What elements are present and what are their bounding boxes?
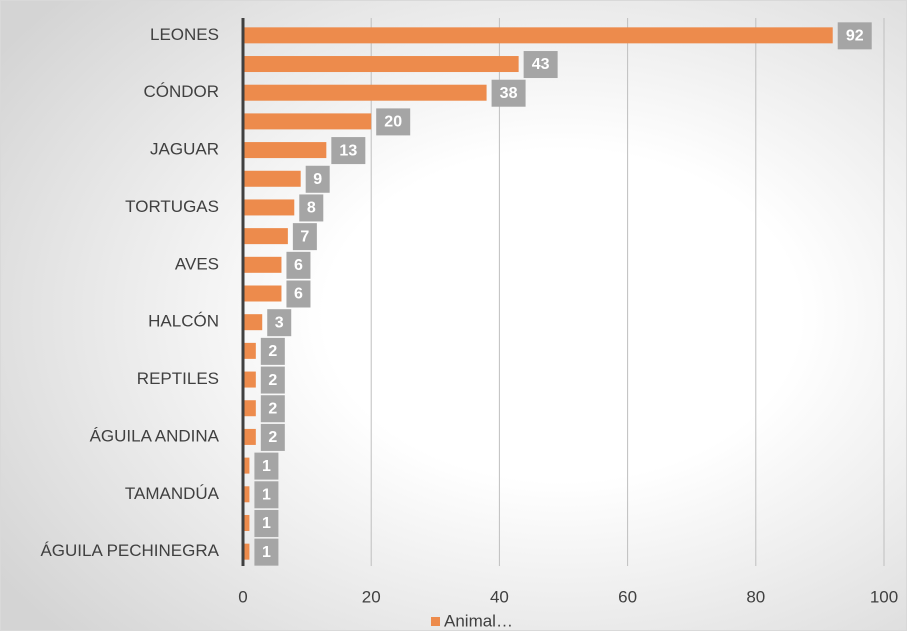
bar [243,371,256,388]
data-label-box [376,108,411,136]
bar [243,113,372,130]
data-label-box [331,137,366,165]
data-label-box [254,509,279,537]
y-tick-label: ÁGUILA PECHINEGRA [40,541,219,560]
x-tick-label: 60 [618,587,637,606]
bar [243,400,256,417]
data-label-box [299,194,324,222]
bar [243,514,250,531]
data-label-box [286,280,311,308]
data-label: 20 [384,114,402,131]
x-tick-label: 40 [490,587,509,606]
data-label: 1 [262,515,271,532]
x-tick-label: 100 [870,587,898,606]
bar [243,142,327,159]
bar [243,27,833,44]
data-label: 2 [268,372,277,389]
data-label: 9 [313,171,322,188]
data-label-box [267,309,292,337]
data-label: 43 [532,56,550,73]
y-tick-label: LEONES [150,25,219,44]
bar [243,199,295,216]
data-label-box [254,538,279,566]
data-label-box [292,223,317,251]
y-tick-label: TORTUGAS [125,197,219,216]
data-label: 1 [262,487,271,504]
bar [243,285,282,302]
bar [243,56,519,73]
bar [243,170,301,187]
data-label-box [260,337,285,365]
bar [243,228,288,245]
legend-label: Animal… [444,611,513,630]
bar [243,428,256,445]
bar [243,342,256,359]
data-label-box [254,452,279,480]
bar [243,457,250,474]
x-tick-label: 0 [238,587,247,606]
data-label-box [837,22,872,50]
bar [243,84,487,101]
data-label-box [254,481,279,509]
data-label: 38 [500,85,518,102]
y-tick-label: JAGUAR [150,140,219,159]
bar [243,314,263,331]
data-label: 7 [300,228,309,245]
data-label-box [491,79,526,107]
data-label: 92 [846,28,864,45]
data-label-box [286,251,311,279]
bar [243,256,282,273]
y-tick-label: HALCÓN [148,312,219,331]
data-label-box [260,395,285,423]
data-label-box [305,165,330,193]
data-label-box [523,51,558,79]
data-label: 2 [268,400,277,417]
data-label: 3 [275,314,284,331]
data-label: 1 [262,458,271,475]
bar [243,486,250,503]
y-tick-label: AVES [175,254,219,273]
data-label: 2 [268,429,277,446]
x-tick-label: 20 [362,587,381,606]
y-tick-label: ÁGUILA ANDINA [90,426,220,445]
data-label: 1 [262,544,271,561]
data-label-box [260,423,285,451]
data-label: 13 [339,142,357,159]
data-label-box [260,366,285,394]
x-tick-label: 80 [746,587,765,606]
data-label: 8 [307,200,316,217]
y-tick-label: REPTILES [137,369,219,388]
y-tick-label: TAMANDÚA [125,484,220,503]
bar [243,543,250,560]
data-label: 2 [268,343,277,360]
data-label: 6 [294,286,303,303]
y-tick-label: CÓNDOR [143,82,219,101]
legend-swatch [431,617,440,626]
data-label: 6 [294,257,303,274]
